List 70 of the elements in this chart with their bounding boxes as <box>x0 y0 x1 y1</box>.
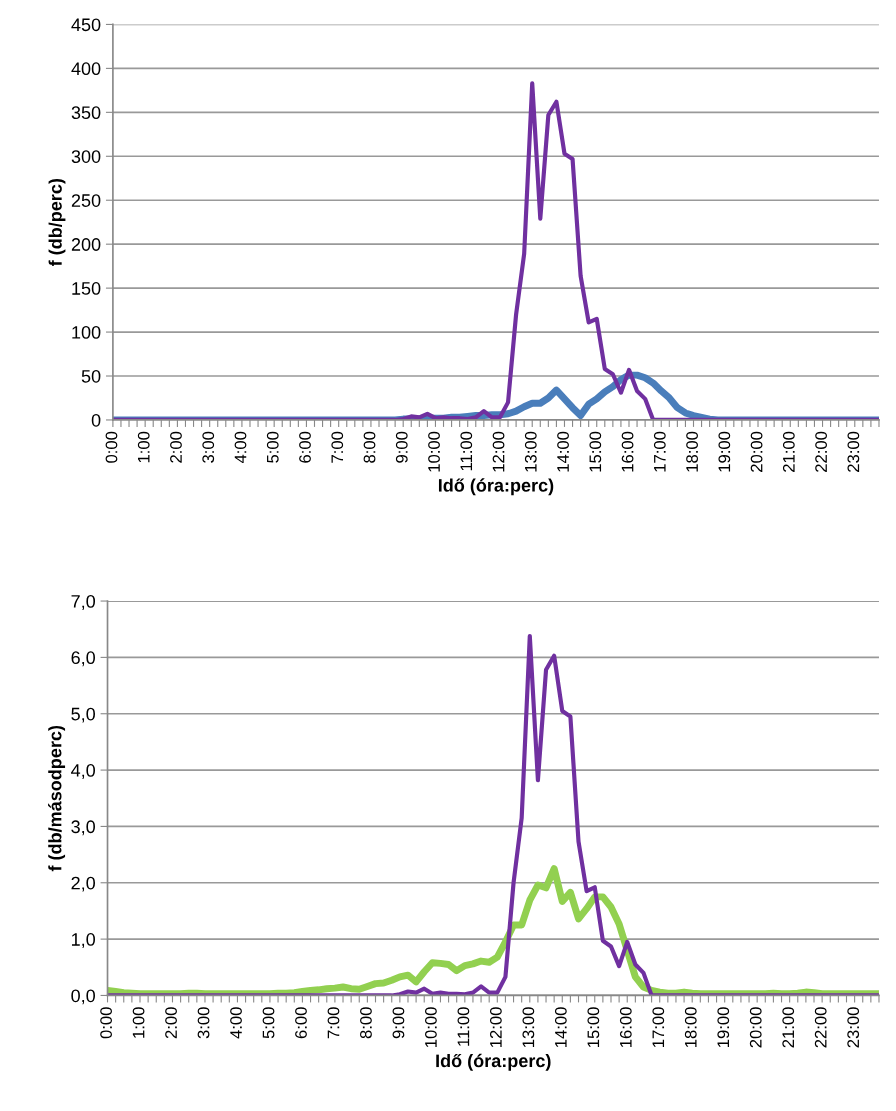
x-tick-label: 1:00 <box>137 431 150 463</box>
y-axis-title: f (db/másodperc) <box>48 725 66 872</box>
x-tick-label: 11:00 <box>457 1007 470 1046</box>
x-tick-label: 15:00 <box>587 1007 600 1047</box>
y-tick-label: 50 <box>81 369 101 383</box>
x-tick-label: 4:00 <box>234 431 247 464</box>
y-tick-label: 200 <box>71 238 101 251</box>
y-tick-label: 400 <box>71 62 101 76</box>
x-tick-label: 15:00 <box>589 431 602 472</box>
x-tick-label: 7:00 <box>331 431 344 463</box>
y-tick-label: 100 <box>72 326 101 339</box>
x-tick-label: 12:00 <box>489 1007 502 1047</box>
x-tick-label: 8:00 <box>363 431 376 463</box>
x-tick-label: 13:00 <box>522 1007 535 1047</box>
y-tick-label: 450 <box>71 18 101 32</box>
x-tick-label: 12:00 <box>492 431 505 472</box>
x-tick-label: 5:00 <box>266 431 279 463</box>
x-tick-label: 16:00 <box>621 431 634 472</box>
x-tick-label: 23:00 <box>847 431 860 472</box>
y-tick-label: 7,0 <box>71 594 96 610</box>
y-tick-label: 4,0 <box>71 764 96 779</box>
x-tick-label: 5:00 <box>262 1007 275 1039</box>
x-axis-title: Idő (óra:perc) <box>436 1053 551 1071</box>
x-tick-label: 3:00 <box>202 431 215 463</box>
x-tick-label: 1:00 <box>132 1007 145 1038</box>
x-tick-label: 19:00 <box>717 1007 730 1047</box>
x-tick-label: 6:00 <box>299 431 311 463</box>
x-tick-label: 2:00 <box>170 431 182 463</box>
y-tick-label: 5,0 <box>71 707 96 723</box>
x-tick-label: 9:00 <box>392 1007 405 1039</box>
x-tick-label: 7:00 <box>327 1007 340 1039</box>
x-tick-label: 22:00 <box>815 431 827 472</box>
y-axis-title: f (db/perc) <box>48 178 66 267</box>
x-tick-label: 9:00 <box>395 431 408 463</box>
y-tick-label: 150 <box>72 282 101 295</box>
x-tick-label: 21:00 <box>782 1007 795 1048</box>
x-tick-label: 20:00 <box>750 431 763 472</box>
x-tick-label: 23:00 <box>847 1007 860 1048</box>
x-tick-label: 0:00 <box>100 1007 112 1039</box>
y-tick-label: 250 <box>71 194 101 207</box>
x-tick-label: 10:00 <box>428 431 440 472</box>
x-tick-label: 6:00 <box>295 1007 307 1039</box>
x-tick-label: 21:00 <box>782 431 795 472</box>
x-tick-label: 18:00 <box>684 1007 697 1047</box>
x-tick-label: 19:00 <box>718 431 731 472</box>
x-axis-title: Idő (óra:perc) <box>438 478 554 496</box>
y-tick-label: 6,0 <box>71 651 96 667</box>
x-tick-label: 8:00 <box>360 1007 372 1039</box>
x-tick-label: 17:00 <box>653 431 666 472</box>
x-tick-label: 14:00 <box>554 1007 567 1047</box>
y-tick-label: 2,0 <box>71 876 96 892</box>
x-tick-label: 11:00 <box>460 431 473 471</box>
x-tick-label: 17:00 <box>652 1007 665 1047</box>
y-tick-label: 350 <box>71 106 101 120</box>
x-tick-label: 3:00 <box>197 1007 210 1039</box>
x-tick-label: 10:00 <box>425 1007 437 1047</box>
x-tick-label: 20:00 <box>749 1007 762 1048</box>
y-tick-label: 3,0 <box>71 820 96 836</box>
x-tick-label: 18:00 <box>686 431 698 472</box>
x-tick-label: 14:00 <box>557 431 569 472</box>
x-tick-label: 22:00 <box>814 1007 827 1048</box>
y-tick-label: 300 <box>71 150 101 163</box>
x-tick-label: 16:00 <box>619 1007 632 1047</box>
x-tick-label: 2:00 <box>165 1007 177 1039</box>
x-tick-label: 0:00 <box>105 431 118 463</box>
x-tick-label: 4:00 <box>230 1007 242 1039</box>
x-tick-label: 13:00 <box>524 431 537 472</box>
y-tick-label: 0 <box>91 413 101 427</box>
y-tick-label: 0,0 <box>71 989 96 1005</box>
y-tick-label: 1,0 <box>71 933 96 948</box>
